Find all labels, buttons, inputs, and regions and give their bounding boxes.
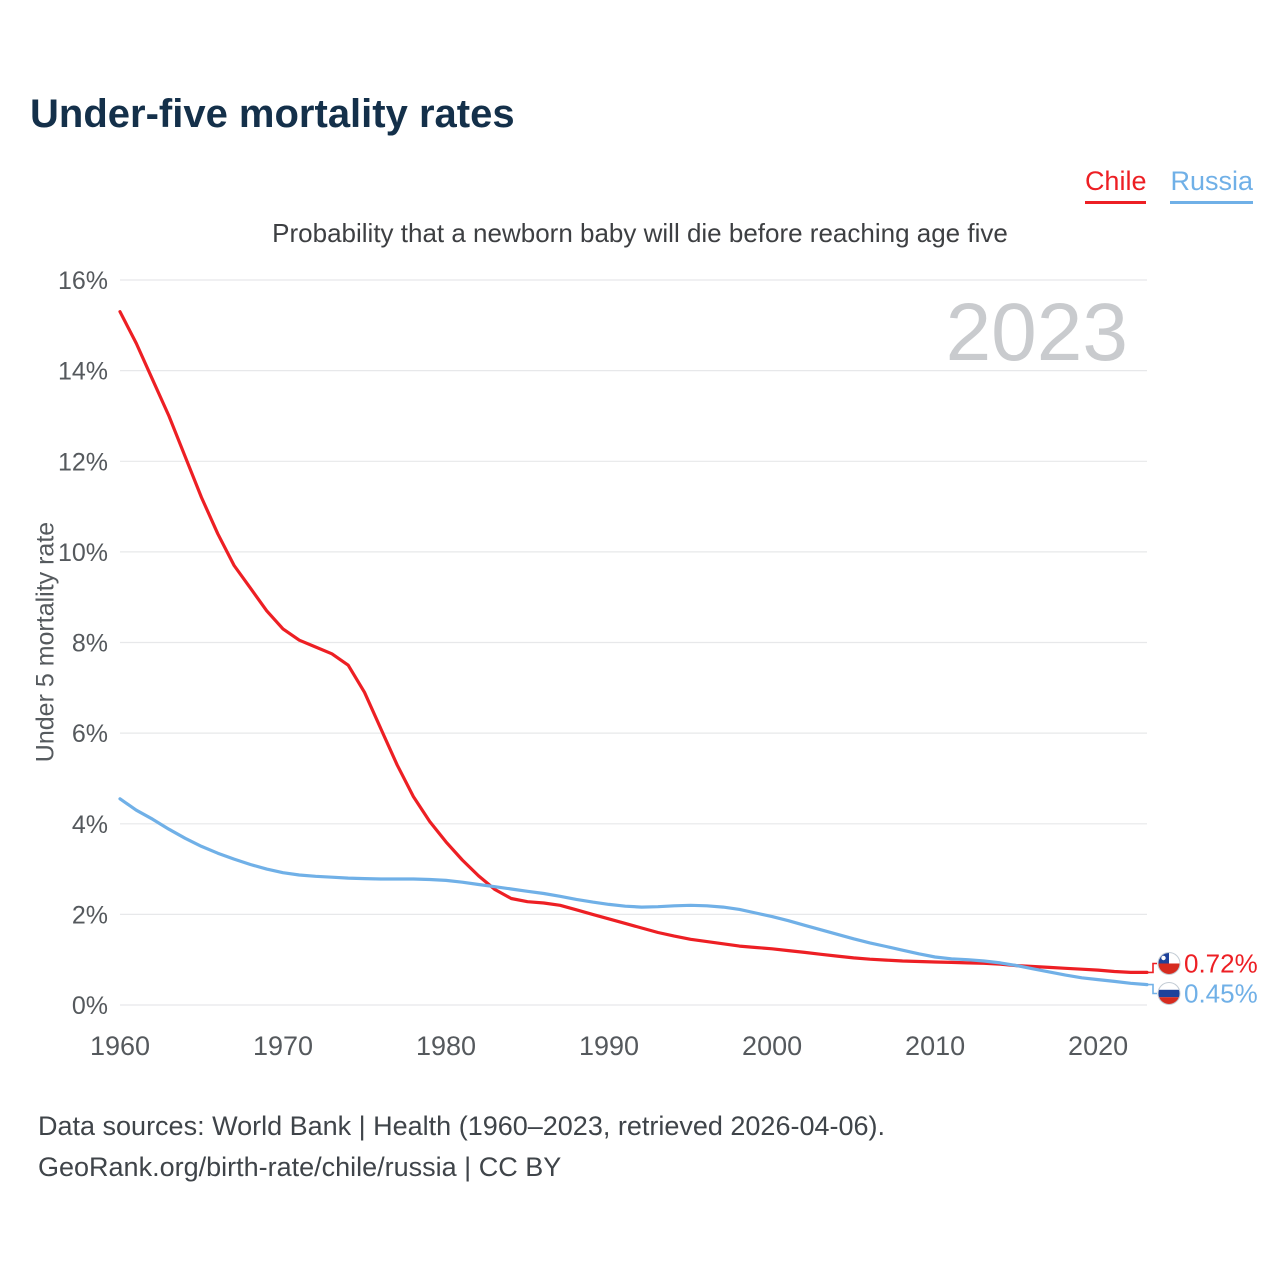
x-tick-label: 2010	[905, 1031, 965, 1061]
y-tick-label: 8%	[72, 630, 108, 658]
y-tick-label: 4%	[72, 811, 108, 839]
year-watermark: 2023	[945, 287, 1128, 378]
russia-line	[118, 797, 1149, 987]
chile-end-value: 0.72%	[1184, 949, 1258, 979]
chile-flag-icon	[1158, 952, 1180, 975]
chile-label-connector	[1147, 962, 1157, 974]
y-tick-label: 0%	[72, 992, 108, 1020]
x-tick-label: 2020	[1068, 1031, 1128, 1061]
attribution-text: GeoRank.org/birth-rate/chile/russia | CC…	[38, 1152, 562, 1182]
chart-subtitle: Probability that a newborn baby will die…	[272, 218, 1008, 248]
chile-line	[118, 310, 1149, 975]
legend: Chile Russia	[1084, 166, 1253, 204]
x-tick-label: 1980	[416, 1031, 476, 1061]
legend-item-chile[interactable]: Chile	[1084, 166, 1147, 204]
footer: Data sources: World Bank | Health (1960–…	[38, 1106, 885, 1188]
x-tick-label: 1970	[253, 1031, 313, 1061]
y-tick-label: 10%	[58, 539, 108, 567]
russia-label-connector	[1147, 983, 1157, 995]
legend-item-russia[interactable]: Russia	[1170, 166, 1253, 204]
x-tick-label: 1960	[90, 1031, 150, 1061]
data-sources-text: Data sources: World Bank | Health (1960–…	[38, 1111, 885, 1141]
y-tick-label: 16%	[58, 267, 108, 295]
russia-flag-icon	[1158, 982, 1180, 1005]
y-tick-label: 2%	[72, 901, 108, 929]
russia-end-value: 0.45%	[1184, 979, 1258, 1009]
y-tick-label: 6%	[72, 720, 108, 748]
y-tick-label: 14%	[58, 358, 108, 386]
x-tick-label: 2000	[742, 1031, 802, 1061]
x-tick-label: 1990	[579, 1031, 639, 1061]
y-tick-label: 12%	[58, 448, 108, 476]
page-title: Under-five mortality rates	[30, 92, 515, 136]
